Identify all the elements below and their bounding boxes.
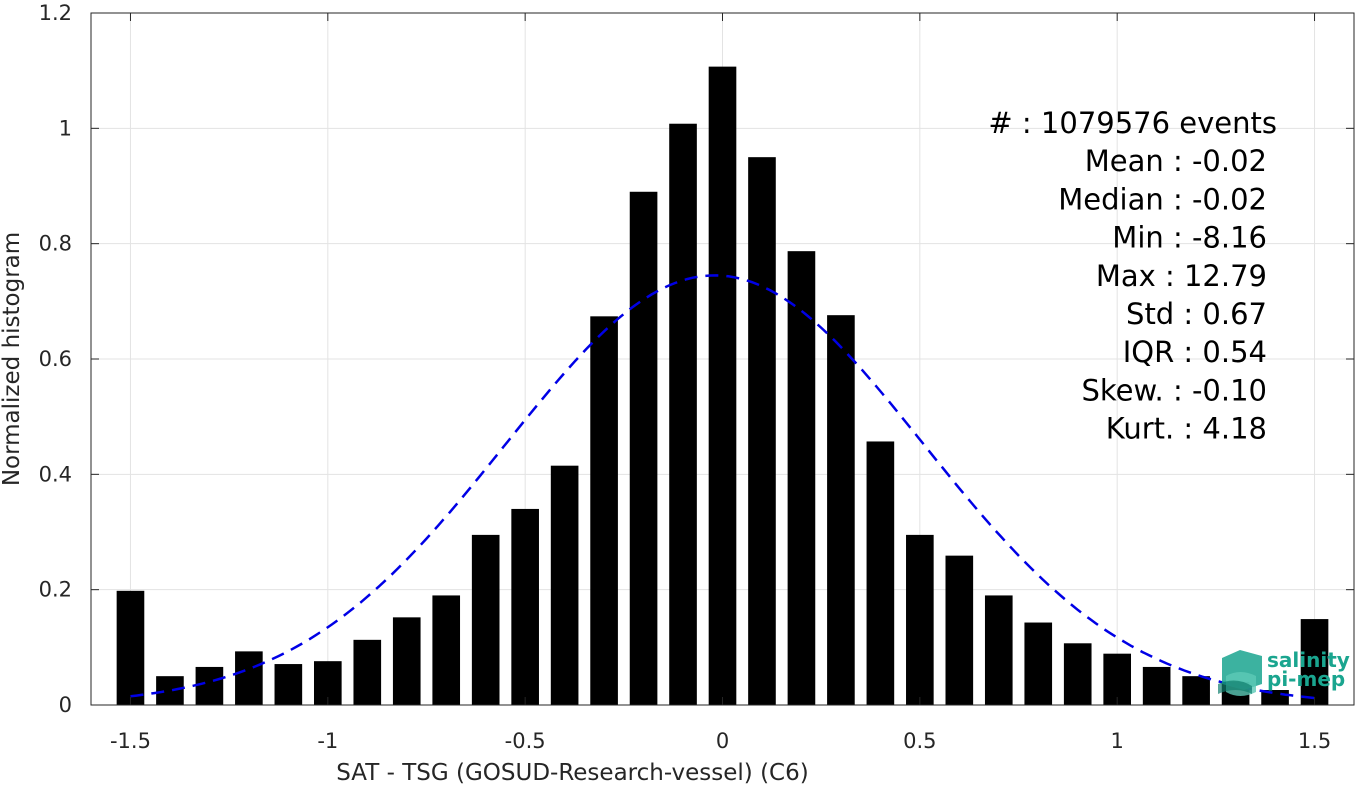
y-tick-label: 0.4 [39, 462, 72, 486]
histogram-bar [827, 315, 855, 705]
y-axis-label: Normalized histogram [0, 232, 25, 486]
histogram-bar [235, 651, 263, 705]
histogram-bar [708, 66, 737, 705]
logo-line1: salinity [1267, 648, 1350, 672]
stat-line: # : 1079576 events [988, 106, 1277, 140]
histogram-bar [195, 666, 224, 705]
x-axis-label: SAT - TSG (GOSUD-Research-vessel) (C6) [336, 760, 808, 785]
y-tick-label: 0.6 [39, 347, 72, 371]
histogram-bar [748, 157, 776, 705]
histogram-bars [116, 66, 1329, 706]
normal-fit-curve [130, 274, 1315, 700]
histogram-bar [274, 664, 303, 705]
histogram-bar [945, 555, 974, 705]
histogram-bar [550, 465, 579, 705]
logo-line2: pi-mep [1267, 667, 1345, 691]
histogram-bar [1103, 653, 1132, 705]
histogram-bar [353, 639, 382, 705]
y-tick-label: 0.2 [39, 578, 72, 602]
statistics-annotation: # : 1079576 events Mean : -0.02 Median : -… [988, 106, 1277, 446]
histogram-bar [471, 534, 500, 705]
histogram-bar [1063, 643, 1092, 705]
y-tick-label: 1 [59, 116, 72, 140]
y-tick-label: 1.2 [39, 1, 72, 25]
y-tick-label: 0 [59, 693, 72, 717]
stat-line: Skew. : -0.10 [1081, 373, 1267, 407]
stat-line: Median : -0.02 [1058, 182, 1267, 216]
histogram-bar [432, 595, 461, 705]
stat-line: Mean : -0.02 [1085, 144, 1267, 178]
histogram-bar [511, 508, 539, 705]
histogram-bar [984, 595, 1013, 705]
logo-wave-icon [1218, 650, 1262, 696]
histogram-bar [116, 590, 145, 705]
histogram-bar [1182, 676, 1210, 705]
histogram-bar [156, 676, 184, 705]
stat-line: Min : -8.16 [1112, 221, 1267, 255]
histogram-bar [866, 441, 895, 705]
x-tick-label: 0 [716, 729, 729, 753]
x-tick-label: -1.5 [110, 729, 151, 753]
axis-ticks: -1.5 -1 -0.5 0 0.5 1 1.5 0 0.2 0.4 0.6 0.8 1 1.2 [39, 1, 1354, 753]
x-tick-label: -1 [317, 729, 338, 753]
y-tick-label: 0.8 [39, 232, 72, 256]
histogram-bar [629, 191, 658, 705]
histogram-bar [1142, 666, 1171, 705]
stat-line: IQR : 0.54 [1123, 335, 1267, 369]
stat-line: Max : 12.79 [1096, 259, 1267, 293]
x-tick-label: -0.5 [505, 729, 546, 753]
histogram-bar [1024, 622, 1053, 705]
stat-line: Std : 0.67 [1126, 297, 1267, 331]
histogram-bar [1300, 619, 1329, 705]
histogram-bar [906, 534, 934, 705]
salinity-pi-mep-logo: salinity pi-mep [1218, 648, 1350, 696]
histogram-bar [787, 251, 816, 705]
histogram-bar [669, 123, 697, 706]
histogram-bar [590, 316, 618, 705]
x-tick-label: 1.5 [1298, 729, 1331, 753]
stat-line: Kurt. : 4.18 [1106, 412, 1267, 446]
histogram-bar [392, 617, 421, 705]
x-tick-label: 1 [1111, 729, 1124, 753]
x-tick-label: 0.5 [903, 729, 936, 753]
